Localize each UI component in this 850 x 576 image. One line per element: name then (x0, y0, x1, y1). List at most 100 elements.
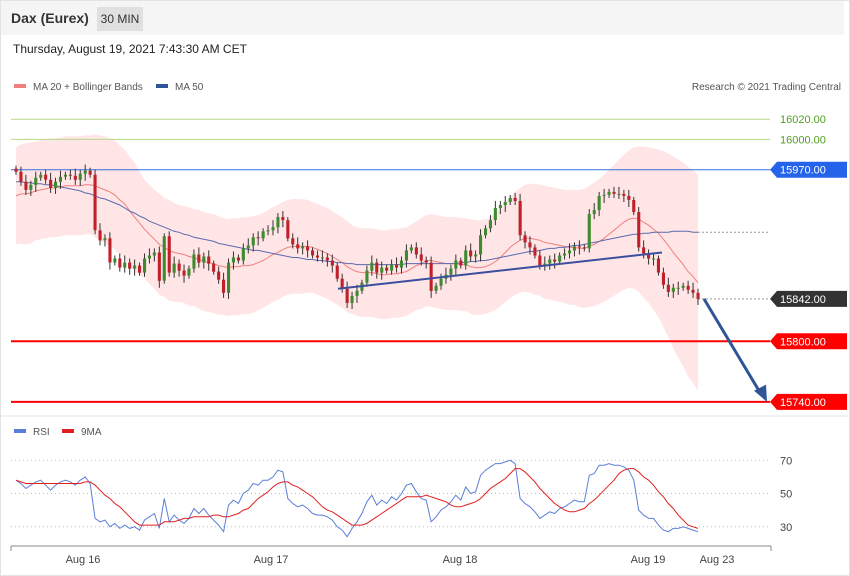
x-axis: Aug 16 Aug 17 Aug 18 Aug 19 Aug 23 (10, 545, 772, 566)
candle-body-59 (306, 246, 310, 251)
candle-body-73 (375, 262, 379, 273)
level-tag-3 (770, 290, 847, 307)
candle-body-61 (315, 255, 319, 258)
candle-body-91 (464, 250, 468, 266)
candle-body-66 (340, 278, 344, 289)
timeframe-button[interactable]: 30 MIN (97, 7, 143, 31)
candle-body-18 (103, 238, 107, 241)
candle-body-16 (93, 174, 97, 231)
candle-body-43 (227, 262, 231, 293)
candle-body-15 (88, 170, 92, 175)
candle-body-130 (656, 258, 660, 273)
candle-body-103 (523, 235, 527, 243)
candle-body-14 (83, 170, 87, 174)
legend-label-ma20: MA 20 + Bollinger Bands (33, 82, 143, 93)
rsi-tick-0: 70 (780, 455, 792, 467)
chart-legend: MA 20 + Bollinger Bands MA 50 Research ©… (14, 82, 841, 93)
candle-body-11 (68, 174, 72, 176)
candle-body-2 (24, 181, 28, 190)
rsi-panel: 70 50 30 (11, 455, 792, 538)
candle-body-20 (113, 258, 117, 263)
candle-body-58 (301, 246, 305, 249)
candle-body-112 (568, 250, 572, 254)
candle-body-113 (572, 246, 576, 251)
candle-body-119 (602, 194, 606, 196)
rsi-line (15, 459, 699, 538)
x-tick-label-0: Aug 16 (66, 554, 101, 566)
candle-body-76 (390, 264, 394, 271)
candle-body-48 (251, 237, 255, 246)
candle-body-135 (681, 285, 685, 288)
legend-label-rsi: RSI (33, 427, 50, 438)
candle-body-64 (330, 260, 334, 266)
legend-swatch-rsi (14, 429, 26, 433)
candle-body-108 (548, 259, 552, 264)
candle-body-84 (429, 262, 433, 291)
candle-body-82 (419, 254, 423, 261)
level-label-3: 15842.00 (780, 294, 826, 306)
candle-body-129 (652, 258, 656, 260)
candle-body-83 (424, 260, 428, 263)
candle-body-34 (182, 270, 186, 276)
candle-body-37 (197, 254, 201, 263)
rsi-tick-1: 50 (780, 489, 792, 501)
candle-body-19 (108, 238, 112, 263)
candle-body-115 (582, 247, 586, 249)
candle-body-33 (177, 263, 181, 271)
candle-body-60 (311, 250, 315, 256)
candle-body-117 (592, 210, 596, 215)
bollinger-bands (16, 134, 698, 391)
candle-body-12 (73, 175, 77, 180)
candle-body-125 (632, 200, 636, 213)
candle-body-30 (162, 236, 166, 281)
rsi-tick-2: 30 (780, 522, 792, 534)
candle-body-105 (533, 247, 537, 256)
candle-body-5 (39, 174, 43, 178)
candle-body-88 (449, 268, 453, 275)
candle-body-67 (345, 288, 349, 303)
legend-label-9ma: 9MA (81, 427, 102, 438)
instrument-title: Dax (Eurex) (11, 10, 89, 26)
candle-body-120 (607, 191, 611, 195)
candle-body-127 (642, 247, 646, 254)
level-label-0: 16020.00 (780, 114, 826, 126)
candle-body-57 (296, 244, 300, 249)
candle-body-41 (217, 271, 221, 280)
candle-body-134 (676, 287, 680, 289)
candle-body-138 (696, 292, 700, 299)
level-label-2: 15970.00 (780, 165, 826, 177)
bollinger-band-area (16, 134, 698, 391)
candle-body-44 (231, 257, 235, 263)
candle-body-114 (577, 246, 581, 248)
chart-credit: Research © 2021 Trading Central (692, 82, 841, 93)
candle-body-26 (143, 258, 147, 273)
level-tag-4 (770, 333, 847, 350)
candle-body-17 (98, 230, 102, 241)
candle-body-46 (241, 248, 245, 261)
candle-body-29 (157, 252, 161, 281)
candle-body-116 (587, 214, 591, 249)
candle-body-32 (172, 263, 176, 273)
candle-body-38 (202, 256, 206, 263)
candle-body-50 (261, 231, 265, 239)
candle-body-56 (291, 238, 295, 245)
level-tag-2 (770, 161, 847, 178)
candle-body-28 (152, 252, 156, 256)
candle-body-100 (508, 198, 512, 202)
candle-body-78 (399, 260, 403, 268)
candle-body-111 (563, 253, 567, 256)
candle-body-93 (474, 254, 478, 257)
candle-body-75 (385, 267, 389, 271)
candle-body-72 (370, 262, 374, 271)
candle-body-96 (488, 220, 492, 229)
candle-body-124 (627, 195, 631, 200)
candle-body-102 (518, 201, 522, 236)
candle-body-126 (637, 212, 641, 248)
candle-body-13 (78, 173, 82, 180)
projection-arrow-head (754, 384, 767, 402)
candle-body-121 (612, 191, 616, 194)
annotations (337, 251, 767, 402)
level-labels: 16020.00 16000.00 15970.00 15842.00 15800.00… (770, 114, 847, 410)
candle-body-49 (256, 237, 260, 239)
level-label-5: 15740.00 (780, 397, 826, 409)
